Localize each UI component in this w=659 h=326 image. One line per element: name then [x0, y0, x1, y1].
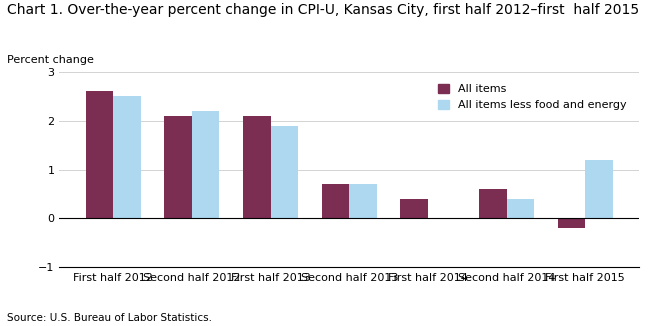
Bar [192, 111, 219, 218]
Bar [507, 199, 534, 218]
Bar [164, 116, 192, 218]
Text: Source: U.S. Bureau of Labor Statistics.: Source: U.S. Bureau of Labor Statistics. [7, 313, 212, 323]
Bar [479, 189, 507, 218]
Bar [243, 116, 271, 218]
Bar [349, 184, 377, 218]
Bar [271, 126, 298, 218]
Text: Percent change: Percent change [7, 55, 94, 65]
Bar [322, 184, 349, 218]
Legend: All items, All items less food and energy: All items, All items less food and energ… [432, 77, 634, 117]
Text: Chart 1. Over-the-year percent change in CPI-U, Kansas City, first half 2012–fir: Chart 1. Over-the-year percent change in… [7, 3, 639, 17]
Bar [113, 96, 141, 218]
Bar [558, 218, 585, 228]
Bar [401, 199, 428, 218]
Bar [86, 91, 113, 218]
Bar [585, 160, 613, 218]
